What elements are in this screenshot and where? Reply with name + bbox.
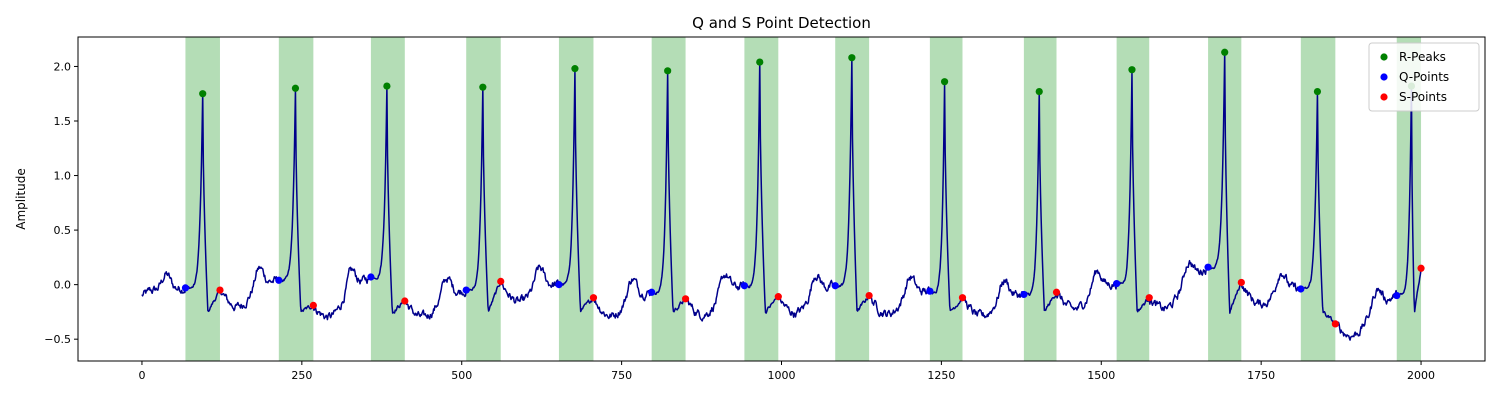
q-point-marker (462, 286, 470, 294)
s-point-marker (1145, 294, 1153, 302)
legend-marker (1380, 93, 1388, 101)
q-point-marker (740, 282, 749, 290)
q-point-marker (926, 287, 934, 295)
legend-label: S-Points (1399, 90, 1447, 104)
y-tick-label: 2.0 (54, 60, 72, 73)
q-point-marker (1020, 290, 1028, 299)
s-point-marker (401, 297, 409, 305)
q-point-marker (1393, 291, 1401, 300)
plot-area: 0 250 500 750 1000 1250 1500 1750 2000 −0.5 0.0 0.5… (44, 36, 1486, 382)
q-point-marker (1204, 263, 1212, 271)
x-tick-label: 750 (611, 369, 632, 382)
s-point-marker (1052, 288, 1061, 296)
r-peak-marker (848, 54, 856, 62)
qrs-region-band (651, 37, 686, 361)
r-peak-marker (664, 67, 672, 75)
plot-content (141, 37, 1425, 361)
s-point-marker (589, 294, 598, 302)
y-tick-label: 1.0 (54, 170, 72, 183)
legend-marker (1380, 73, 1388, 81)
r-peak-marker (199, 90, 207, 98)
r-peak-marker (479, 83, 487, 91)
s-point-marker (309, 301, 317, 309)
s-point-marker (216, 286, 224, 294)
s-point-marker (497, 277, 505, 285)
s-point-marker (681, 295, 690, 303)
x-tick-label: 1000 (768, 369, 796, 382)
x-tick-label: 0 (138, 369, 145, 382)
chart-title: Q and S Point Detection (692, 14, 871, 32)
y-axis-label: Amplitude (14, 168, 28, 230)
r-peak-marker (571, 65, 579, 73)
r-peak-marker (1221, 48, 1229, 56)
qrs-region-band (1300, 37, 1336, 361)
legend-marker (1380, 53, 1388, 61)
q-point-marker (275, 276, 283, 284)
q-point-marker (648, 288, 656, 296)
q-point-marker (555, 281, 563, 289)
r-peak-marker (1128, 66, 1136, 74)
y-tick-label: 0.5 (54, 224, 72, 237)
qrs-region-band (185, 37, 220, 361)
s-point-marker (1237, 278, 1245, 287)
x-tick-label: 250 (291, 369, 312, 382)
s-point-marker (774, 293, 782, 301)
x-tick-label: 1750 (1247, 369, 1275, 382)
chart-legend: R-Peaks Q-Points S-Points (1368, 42, 1480, 112)
x-tick-label: 500 (451, 369, 472, 382)
legend-label: R-Peaks (1399, 50, 1446, 64)
x-tick-label: 1500 (1087, 369, 1115, 382)
q-point-marker (1297, 285, 1305, 293)
r-peak-marker (940, 78, 949, 86)
y-tick-label: −0.5 (44, 333, 71, 346)
r-peak-marker (1313, 87, 1322, 96)
r-peak-marker (291, 84, 300, 92)
s-point-marker (1417, 264, 1425, 272)
q-point-marker (367, 273, 375, 281)
y-tick-label: 0.0 (54, 279, 72, 292)
q-point-marker (831, 282, 839, 290)
legend-box (1368, 42, 1480, 112)
x-tick-label: 1250 (927, 369, 955, 382)
r-peak-marker (1035, 87, 1043, 96)
s-point-marker (958, 294, 967, 302)
s-point-marker (865, 291, 873, 300)
r-peak-marker (383, 82, 391, 90)
s-point-marker (1331, 320, 1339, 328)
legend-label: Q-Points (1399, 70, 1449, 84)
r-peak-marker (756, 58, 764, 66)
q-point-marker (1113, 279, 1121, 288)
y-tick-label: 1.5 (54, 115, 72, 128)
x-tick-label: 2000 (1407, 369, 1435, 382)
q-point-marker (181, 284, 190, 292)
